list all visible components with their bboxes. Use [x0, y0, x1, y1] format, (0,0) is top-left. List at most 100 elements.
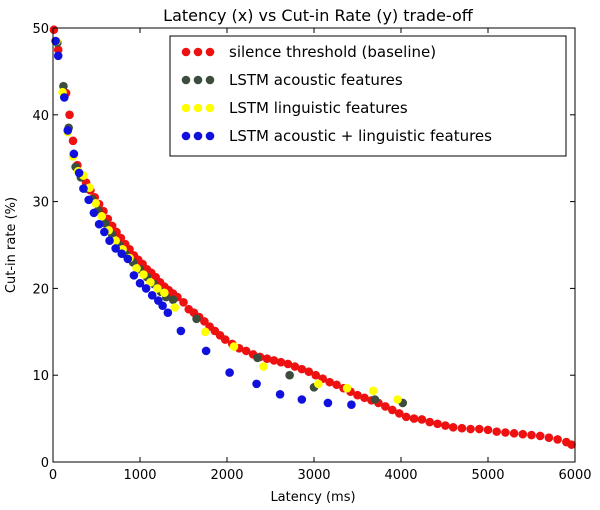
data-point	[158, 301, 167, 311]
data-point	[117, 249, 127, 258]
data-point	[123, 254, 133, 264]
data-point	[63, 126, 73, 135]
legend: silence threshold (baseline) LSTM acousti…	[169, 35, 567, 157]
data-point	[100, 227, 109, 237]
data-point	[53, 51, 63, 61]
legend-marker	[193, 47, 203, 57]
data-point	[368, 386, 378, 396]
data-point	[220, 335, 230, 344]
data-point	[527, 430, 536, 440]
data-point	[323, 398, 333, 408]
data-point	[89, 208, 99, 218]
data-point	[262, 354, 272, 364]
data-point	[129, 271, 139, 280]
x-axis-ticks: 0 1000 2000 3000 4000 5000 6000	[49, 28, 592, 483]
legend-label: LSTM acoustic features	[229, 71, 403, 89]
data-point	[132, 264, 141, 273]
data-point	[553, 435, 562, 444]
data-point	[53, 45, 63, 54]
y-tick-label: 50	[32, 22, 49, 37]
data-point	[139, 270, 148, 279]
data-points-layer	[49, 25, 576, 449]
data-point	[179, 297, 188, 307]
x-tick-label: 0	[49, 468, 57, 483]
series-4-points	[51, 36, 356, 410]
data-point	[201, 346, 211, 356]
y-axis-ticks: 0 10 20 30 40 50	[32, 22, 575, 471]
data-point	[457, 423, 467, 433]
data-point	[253, 353, 262, 363]
data-point	[347, 400, 356, 410]
legend-marker	[205, 75, 215, 85]
data-point	[417, 415, 427, 424]
x-tick-label: 5000	[471, 468, 504, 483]
data-point	[441, 421, 450, 430]
data-point	[466, 424, 475, 434]
data-point	[111, 244, 120, 253]
data-point	[79, 184, 88, 193]
x-tick-label: 2000	[210, 468, 243, 483]
legend-label: LSTM acoustic + linguistic features	[229, 127, 492, 145]
data-point	[259, 362, 268, 371]
data-point	[311, 370, 321, 380]
data-point	[409, 414, 419, 423]
data-point	[153, 284, 162, 293]
data-point	[567, 440, 576, 449]
data-point	[475, 424, 484, 434]
data-point	[147, 291, 157, 300]
data-point	[290, 362, 300, 371]
data-point	[401, 412, 411, 422]
data-point	[297, 395, 307, 404]
data-point	[509, 429, 519, 438]
data-point	[448, 422, 458, 432]
data-point	[200, 317, 209, 326]
data-point	[74, 168, 84, 178]
x-tick-label: 3000	[297, 468, 330, 483]
data-point	[111, 236, 120, 245]
legend-marker	[181, 75, 191, 85]
y-tick-label: 10	[32, 369, 49, 384]
data-point	[69, 149, 79, 159]
data-point	[65, 110, 74, 120]
data-point	[276, 357, 286, 367]
data-point	[518, 429, 528, 439]
y-tick-label: 30	[32, 196, 49, 211]
data-point	[304, 367, 314, 377]
data-point	[200, 327, 210, 337]
data-point	[388, 405, 397, 415]
legend-item: silence threshold (baseline)	[181, 43, 436, 61]
data-point	[544, 433, 554, 442]
data-point	[433, 419, 442, 429]
data-point	[241, 346, 251, 356]
legend-item: LSTM acoustic + linguistic features	[181, 127, 492, 145]
data-point	[535, 431, 545, 441]
legend-marker	[181, 103, 191, 113]
data-point	[160, 288, 169, 298]
data-point	[483, 425, 493, 435]
legend-marker	[205, 131, 215, 141]
legend-marker	[205, 47, 215, 57]
x-tick-label: 6000	[558, 468, 591, 483]
data-point	[269, 356, 279, 365]
data-point	[393, 395, 402, 404]
data-point	[381, 402, 390, 411]
data-point	[370, 395, 380, 404]
data-point	[97, 212, 107, 221]
data-point	[252, 379, 261, 389]
data-point	[91, 199, 100, 208]
data-point	[105, 236, 114, 245]
data-point	[229, 342, 239, 351]
legend-marker	[193, 103, 203, 113]
data-point	[135, 278, 145, 288]
data-point	[146, 278, 155, 287]
data-point	[163, 308, 173, 318]
data-point	[360, 393, 369, 403]
data-point	[60, 93, 69, 102]
data-point	[141, 284, 151, 293]
x-tick-label: 1000	[123, 468, 156, 483]
data-point	[225, 368, 234, 377]
legend-marker	[181, 47, 191, 57]
data-point	[285, 370, 294, 380]
data-point	[425, 417, 435, 427]
